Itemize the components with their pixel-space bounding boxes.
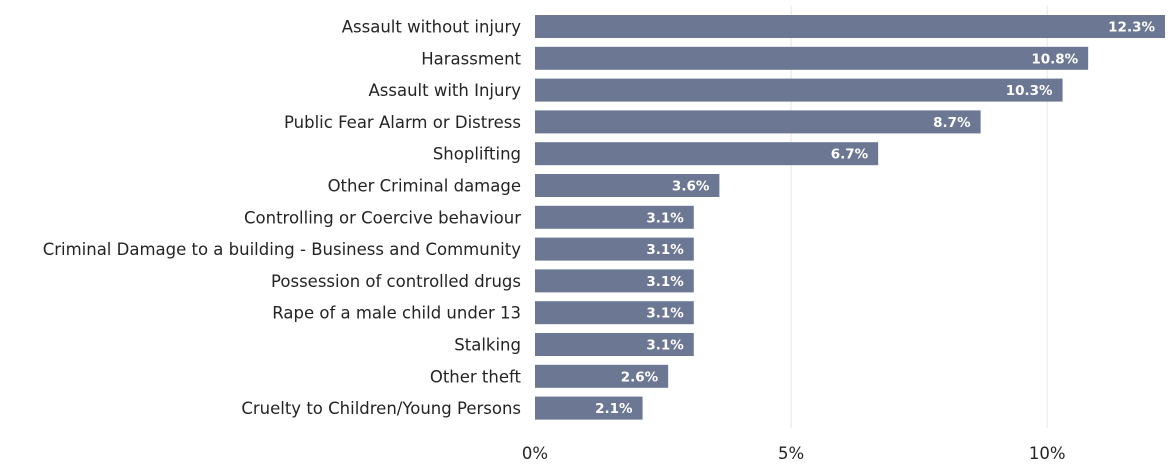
bars: [535, 15, 1165, 420]
data-labels: 12.3% 10.8% 10.3% 8.7% 6.7% 3.6% 3.1% 3.1% 3.1% 3…: [595, 20, 1155, 418]
category-label: Shoplifting: [433, 145, 521, 164]
category-label: Other theft: [430, 367, 522, 386]
category-label: Possession of controlled drugs: [271, 272, 521, 291]
data-label: 10.8%: [1031, 51, 1078, 67]
category-labels: Assault without injury Harassment Assault …: [43, 18, 522, 419]
category-label: Cruelty to Children/Young Persons: [241, 399, 521, 418]
data-label: 3.1%: [646, 306, 684, 322]
bar[interactable]: [535, 142, 879, 166]
bar[interactable]: [535, 301, 694, 325]
category-label: Harassment: [421, 49, 521, 68]
category-label: Public Fear Alarm or Distress: [284, 113, 521, 132]
bar[interactable]: [535, 46, 1089, 70]
data-label: 3.6%: [672, 179, 710, 195]
bar[interactable]: [535, 110, 981, 134]
x-tick-label: 5%: [778, 444, 804, 463]
data-label: 8.7%: [933, 115, 971, 131]
data-label: 3.1%: [646, 242, 684, 258]
data-label: 3.1%: [646, 338, 684, 354]
bar[interactable]: [535, 78, 1063, 102]
data-label: 3.1%: [646, 210, 684, 226]
bar[interactable]: [535, 269, 694, 293]
bar[interactable]: [535, 396, 643, 420]
bar[interactable]: [535, 205, 694, 229]
bar[interactable]: [535, 15, 1165, 38]
category-label: Assault with Injury: [368, 81, 521, 100]
data-label: 2.1%: [595, 401, 633, 417]
data-label: 6.7%: [831, 147, 869, 163]
category-label: Controlling or Coercive behaviour: [244, 208, 521, 227]
data-label: 10.3%: [1006, 83, 1053, 99]
x-tick-label: 10%: [1029, 444, 1066, 463]
category-label: Stalking: [454, 336, 521, 355]
category-label: Criminal Damage to a building - Business…: [43, 240, 522, 259]
category-label: Assault without injury: [342, 18, 521, 37]
x-axis-tick-labels: 0% 5% 10%: [522, 444, 1066, 463]
gridlines: [790, 6, 1048, 428]
bar[interactable]: [535, 237, 694, 261]
data-label: 2.6%: [621, 369, 659, 385]
bar[interactable]: [535, 364, 669, 388]
data-label: 12.3%: [1108, 20, 1155, 36]
category-label: Rape of a male child under 13: [272, 304, 521, 323]
bar[interactable]: [535, 174, 720, 197]
data-label: 3.1%: [646, 274, 684, 290]
category-label: Other Criminal damage: [328, 177, 521, 196]
bar[interactable]: [535, 333, 694, 356]
x-tick-label: 0%: [522, 444, 548, 463]
